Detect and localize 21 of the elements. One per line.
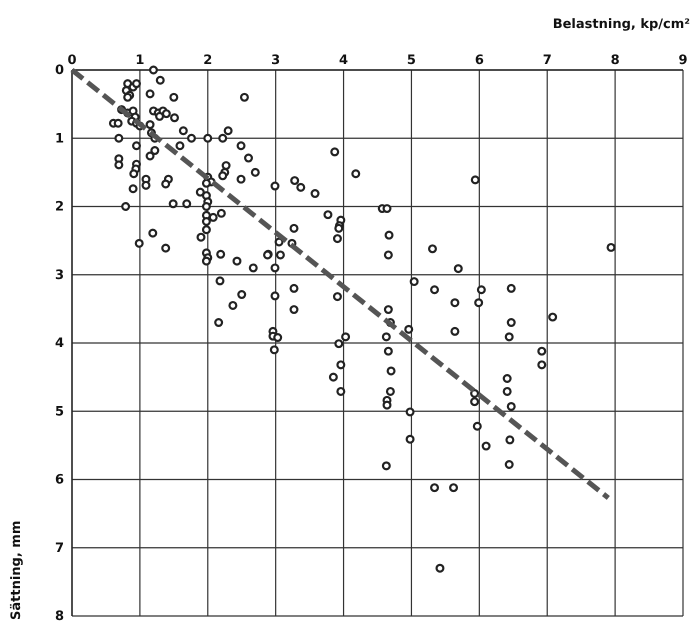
x-tick-label: 5	[406, 53, 416, 68]
y-tick-label: 0	[54, 63, 64, 78]
y-tick-label: 6	[54, 472, 64, 488]
x-tick-label: 1	[135, 53, 144, 68]
y-tick-label: 1	[54, 131, 64, 146]
y-tick-label: 4	[54, 336, 64, 352]
y-tick-label: 7	[54, 540, 64, 556]
y-tick-label: 2	[54, 200, 64, 215]
y-axis-title: Sättning, mm	[9, 520, 24, 620]
x-tick-label: 0	[67, 53, 77, 68]
x-tick-label: 7	[542, 53, 552, 68]
x-tick-label: 8	[610, 53, 620, 68]
x-tick-label: 3	[271, 53, 280, 68]
x-tick-label: 9	[678, 53, 688, 68]
x-tick-label: 4	[339, 53, 348, 68]
y-tick-label: 5	[54, 404, 64, 420]
x-tick-label: 2	[203, 53, 212, 68]
y-tick-label: 8	[54, 609, 64, 624]
x-tick-label: 6	[474, 53, 484, 68]
x-axis-title: Belastning, kp/cm²	[552, 17, 690, 32]
y-tick-label: 3	[54, 268, 64, 283]
